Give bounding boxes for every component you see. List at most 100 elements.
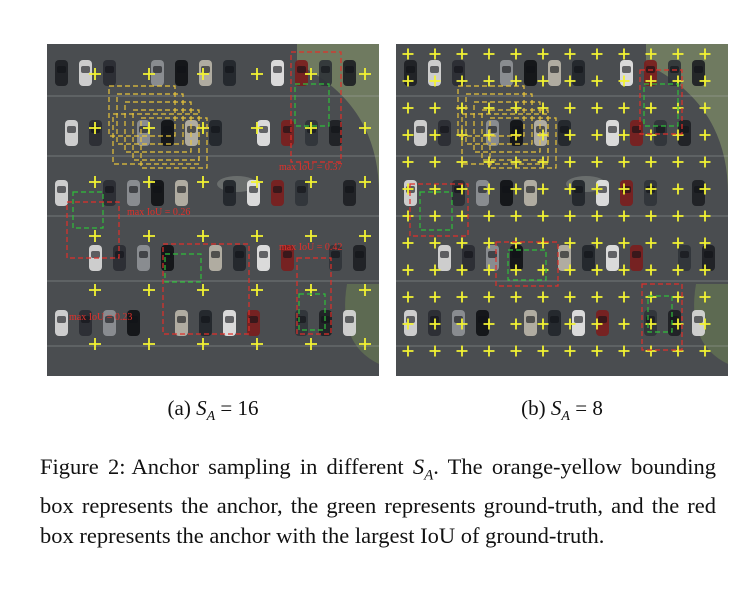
car-windshield-a-0-32 [81,66,90,73]
anchor-point-b-86 [456,237,468,249]
car-windshield-b-1-162 [560,126,569,133]
car-windshield-b-3-90 [488,251,497,258]
anchor-point-b-75 [483,210,495,222]
anchor-point-b-123 [483,318,495,330]
subcaption-b-sub: A [561,409,570,425]
anchor-point-b-41 [537,129,549,141]
anchor-point-b-98 [456,264,468,276]
car-windshield-b-3-114 [512,251,521,258]
anchor-point-b-8 [618,48,630,60]
anchor-point-b-107 [699,264,711,276]
anchor-point-a-19 [143,230,155,242]
car-windshield-b-2-176 [574,186,583,193]
anchor-point-b-49 [429,156,441,168]
anchor-point-b-78 [564,210,576,222]
anchor-point-b-61 [429,183,441,195]
car-windshield-b-0-8 [406,66,415,73]
anchor-point-a-11 [359,122,371,134]
max-iou-box-b-2 [409,183,469,237]
anchor-point-b-58 [672,156,684,168]
anchor-point-a-3 [251,68,263,80]
anchor-point-b-108 [402,291,414,303]
anchor-point-b-25 [429,102,441,114]
anchor-point-b-104 [618,264,630,276]
anchor-box-b-4 [489,117,557,169]
anchor-point-b-120 [402,318,414,330]
anchor-point-b-14 [456,75,468,87]
car-windshield-a-3-210 [259,251,268,258]
car-windshield-b-2-104 [502,186,511,193]
car-windshield-b-2-128 [526,186,535,193]
car-windshield-b-0-152 [550,66,559,73]
car-windshield-b-0-32 [430,66,439,73]
car-windshield-b-0-224 [622,66,631,73]
anchor-point-a-35 [359,338,371,350]
anchor-point-b-2 [456,48,468,60]
anchor-point-b-7 [591,48,603,60]
anchor-point-b-64 [510,183,522,195]
anchor-point-a-23 [359,230,371,242]
anchor-point-b-96 [402,264,414,276]
anchor-box-a-2 [124,101,192,153]
panel-b-image [396,44,728,376]
anchor-point-b-121 [429,318,441,330]
car-windshield-a-1-162 [211,126,220,133]
anchor-point-b-19 [591,75,603,87]
anchor-point-b-83 [699,210,711,222]
anchor-point-a-22 [305,230,317,242]
anchor-point-b-1 [429,48,441,60]
anchor-point-b-72 [402,210,414,222]
anchor-point-b-44 [618,129,630,141]
anchor-point-b-89 [537,237,549,249]
subcaption-a: (a) SA = 16 [47,394,379,431]
anchor-point-b-54 [564,156,576,168]
anchor-point-b-42 [564,129,576,141]
anchor-point-a-32 [197,338,209,350]
anchor-point-a-31 [143,338,155,350]
anchor-point-b-91 [591,237,603,249]
anchor-point-b-138 [564,345,576,357]
car-windshield-a-4-128 [177,316,186,323]
anchor-box-b-0 [457,85,525,137]
anchor-point-b-142 [672,345,684,357]
anchor-point-a-13 [143,176,155,188]
anchor-point-b-85 [429,237,441,249]
car-windshield-a-1-282 [331,126,340,133]
anchor-point-a-30 [89,338,101,350]
anchor-point-b-84 [402,237,414,249]
anchor-point-b-113 [537,291,549,303]
car-windshield-b-3-234 [632,251,641,258]
subcaption-a-prefix: (a) [167,396,191,420]
panel-a-image: max IoU = 0.37 max IoU = 0.26 max IoU = … [47,44,379,376]
anchor-point-b-111 [483,291,495,303]
anchor-point-b-136 [510,345,522,357]
anchor-point-b-112 [510,291,522,303]
anchor-point-b-79 [591,210,603,222]
anchor-point-b-36 [402,129,414,141]
car-windshield-b-3-162 [560,251,569,258]
anchor-point-b-51 [483,156,495,168]
car-windshield-b-4-128 [526,316,535,323]
anchor-point-b-39 [483,129,495,141]
anchor-point-b-128 [618,318,630,330]
anchor-point-b-74 [456,210,468,222]
car-windshield-b-3-186 [584,251,593,258]
anchor-point-b-105 [645,264,657,276]
anchor-point-b-80 [618,210,630,222]
car-windshield-b-4-80 [478,316,487,323]
anchor-point-b-70 [672,183,684,195]
car-windshield-a-4-152 [201,316,210,323]
car-windshield-b-0-296 [694,66,703,73]
anchor-box-a-5 [112,113,200,165]
anchor-point-a-20 [197,230,209,242]
anchor-box-a-0 [108,85,176,137]
anchor-point-b-27 [483,102,495,114]
anchor-point-b-29 [537,102,549,114]
anchor-point-b-55 [591,156,603,168]
anchor-point-b-137 [537,345,549,357]
car-windshield-a-3-306 [355,251,364,258]
anchor-point-b-6 [564,48,576,60]
anchor-point-b-56 [618,156,630,168]
anchor-point-a-0 [89,68,101,80]
anchor-point-a-24 [89,284,101,296]
